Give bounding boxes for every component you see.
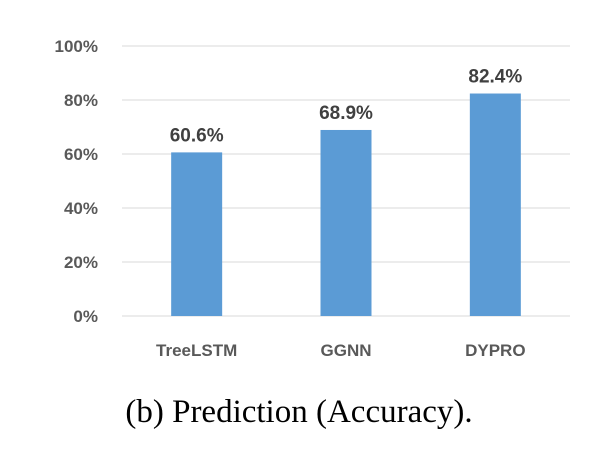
data-label-ggnn: 68.9% — [319, 103, 373, 124]
bar-treelstm — [171, 152, 223, 316]
y-axis-ticks: 0% 20% 40% 60% 80% 100% — [55, 37, 98, 326]
bar-dypro — [469, 93, 521, 317]
bars — [171, 93, 521, 317]
data-label-dypro: 82.4% — [468, 67, 522, 88]
x-axis-categories: TreeLSTM GGNN DYPRO — [156, 341, 526, 360]
figure-caption: (b) Prediction (Accuracy). — [125, 394, 473, 430]
bar-chart: 0% 20% 40% 60% 80% 100% 60.6% 68.9% 82.4% TreeL… — [55, 37, 570, 360]
bar-ggnn — [320, 129, 372, 316]
category-label-ggnn: GGNN — [321, 341, 372, 360]
y-tick-label: 20% — [64, 253, 98, 272]
y-tick-label: 60% — [64, 145, 98, 164]
data-labels: 60.6% 68.9% 82.4% — [170, 67, 523, 147]
category-label-treelstm: TreeLSTM — [156, 341, 237, 360]
category-label-dypro: DYPRO — [465, 341, 525, 360]
data-label-treelstm: 60.6% — [170, 125, 224, 146]
y-tick-label: 0% — [73, 307, 98, 326]
y-tick-label: 80% — [64, 91, 98, 110]
y-tick-label: 100% — [55, 37, 98, 56]
y-tick-label: 40% — [64, 199, 98, 218]
